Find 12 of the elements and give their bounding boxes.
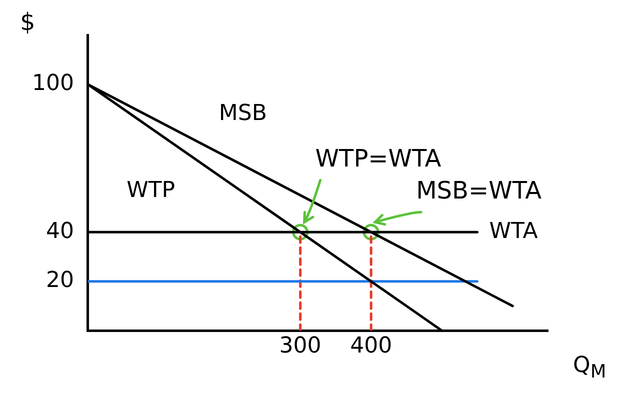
y-axis-title: $: [20, 8, 36, 36]
series-label: WTA: [489, 218, 538, 244]
x-tick-label: 300: [279, 334, 322, 359]
series-label: MSB: [218, 101, 267, 126]
series-label: WTP: [126, 178, 176, 204]
x-axis-title: Q$_{M}$: [573, 353, 606, 382]
y-tick-label: 40: [46, 218, 74, 244]
annotation: WTP=WTA: [315, 144, 442, 172]
y-tick-label: 20: [46, 268, 74, 294]
x-tick-label: 400: [350, 334, 392, 359]
y-tick-label: 100: [32, 71, 74, 96]
annotation: MSB=WTA: [416, 176, 542, 204]
